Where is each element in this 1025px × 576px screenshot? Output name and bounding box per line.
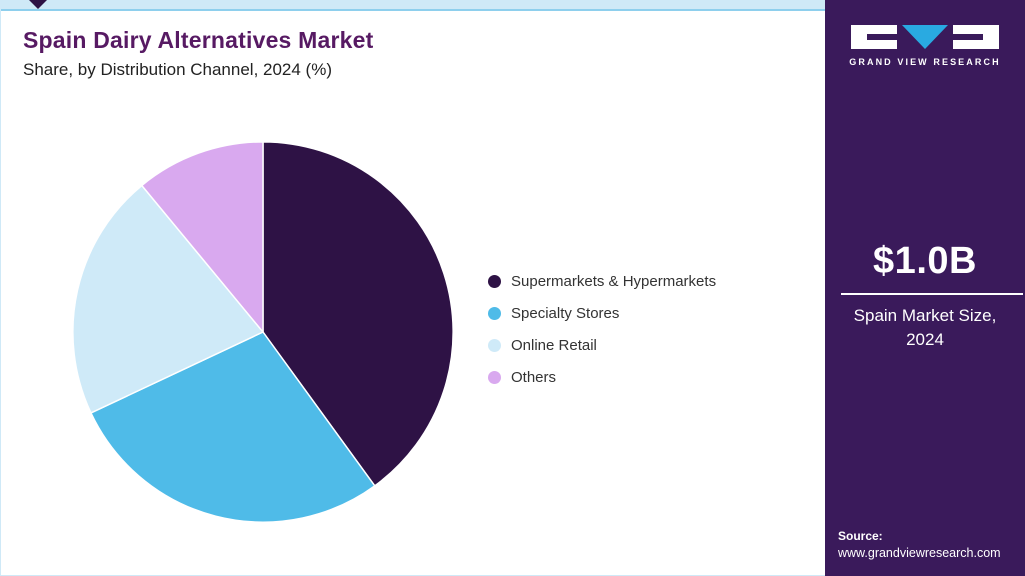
- legend-item: Specialty Stores: [488, 303, 716, 323]
- legend-swatch: [488, 274, 501, 288]
- pie-slice-1: [90, 331, 376, 523]
- brand-name: GRAND VIEW RESEARCH: [849, 57, 1001, 67]
- market-size-label: Spain Market Size, 2024: [853, 306, 997, 349]
- legend-item: Supermarkets & Hypermarkets: [488, 271, 716, 291]
- gvr-logo: GRAND VIEW RESEARCH: [825, 24, 1025, 67]
- logo-v-shape: [902, 25, 948, 49]
- pie-slice-0: [262, 141, 454, 487]
- source-url: www.grandviewresearch.com: [838, 546, 1001, 560]
- legend-item: Online Retail: [488, 335, 716, 355]
- pie-slice-2: [72, 184, 265, 414]
- market-size-block: $1.0B Spain Market Size, 2024: [825, 240, 1025, 352]
- legend-label: Specialty Stores: [511, 304, 620, 322]
- sidebar: GRAND VIEW RESEARCH $1.0B Spain Market S…: [825, 0, 1025, 576]
- top-accent-strip: [1, 0, 826, 11]
- chart-panel: Spain Dairy Alternatives Market Share, b…: [0, 0, 826, 576]
- chart-legend: Supermarkets & Hypermarkets Specialty St…: [488, 271, 716, 387]
- logo-g-shape: [851, 25, 897, 49]
- divider: [841, 293, 1023, 295]
- legend-label: Others: [511, 368, 557, 386]
- page-title: Spain Dairy Alternatives Market: [23, 27, 374, 53]
- legend-label: Supermarkets & Hypermarkets: [511, 272, 717, 290]
- corner-accent-icon: [29, 0, 47, 9]
- pie-slice-3: [140, 141, 264, 335]
- source-label: Source:: [838, 529, 883, 543]
- market-size-value: $1.0B: [873, 240, 977, 282]
- gvr-logo-icon: [851, 25, 999, 49]
- legend-swatch: [488, 306, 501, 320]
- legend-swatch: [488, 338, 501, 352]
- legend-swatch: [488, 370, 501, 384]
- logo-r-shape: [953, 25, 999, 49]
- pie-chart-svg: [72, 141, 454, 523]
- page-subtitle: Share, by Distribution Channel, 2024 (%): [23, 60, 332, 79]
- legend-item: Others: [488, 367, 716, 387]
- source-block: Source: www.grandviewresearch.com: [838, 529, 1001, 560]
- pie-chart: [69, 138, 457, 526]
- legend-label: Online Retail: [511, 336, 597, 354]
